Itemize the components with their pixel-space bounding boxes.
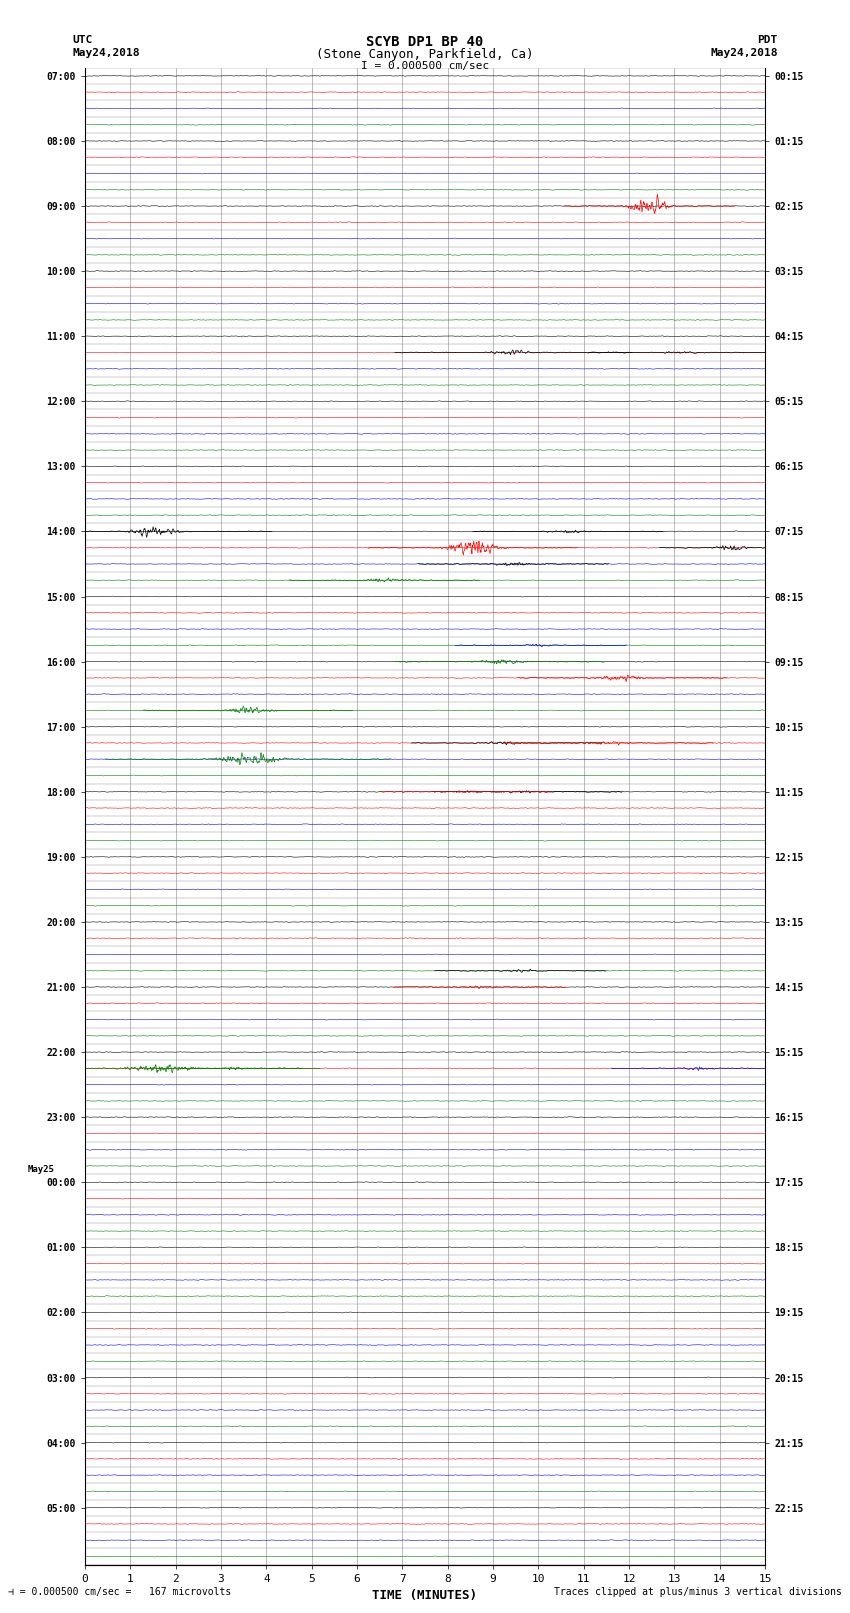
Text: Traces clipped at plus/minus 3 vertical divisions: Traces clipped at plus/minus 3 vertical … [553, 1587, 842, 1597]
Text: UTC: UTC [72, 35, 93, 45]
Text: PDT: PDT [757, 35, 778, 45]
X-axis label: TIME (MINUTES): TIME (MINUTES) [372, 1589, 478, 1602]
Text: I = 0.000500 cm/sec: I = 0.000500 cm/sec [361, 61, 489, 71]
Text: ⊣ = 0.000500 cm/sec =   167 microvolts: ⊣ = 0.000500 cm/sec = 167 microvolts [8, 1587, 232, 1597]
Text: (Stone Canyon, Parkfield, Ca): (Stone Canyon, Parkfield, Ca) [316, 48, 534, 61]
Text: May24,2018: May24,2018 [72, 48, 139, 58]
Text: May25: May25 [27, 1165, 54, 1174]
Text: SCYB DP1 BP 40: SCYB DP1 BP 40 [366, 35, 484, 50]
Text: May24,2018: May24,2018 [711, 48, 778, 58]
